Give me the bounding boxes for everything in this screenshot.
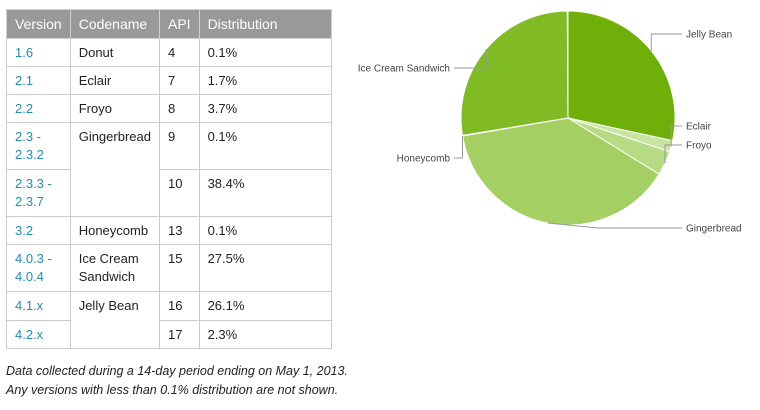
header-codename: Codename [69, 9, 160, 39]
distribution-cell: 27.5% [198, 244, 333, 292]
distribution-pie-chart: Jelly Bean Eclair Froyo Gingerbread Honeycom… [358, 10, 742, 235]
leader-line [454, 135, 463, 159]
version-link[interactable]: 2.2 [6, 94, 71, 123]
table-row: 2.3 - 2.3.2 Gingerbread 9 0.1% [6, 122, 333, 217]
version-link[interactable]: 4.0.3 - 4.0.4 [6, 244, 71, 292]
leader-line [664, 144, 682, 164]
slice-label: Jelly Bean [686, 30, 732, 41]
codename-cell: Honeycomb [69, 216, 160, 245]
codename-cell: Eclair [69, 66, 160, 95]
distribution-cell: 2.3% [198, 320, 333, 349]
pie-slice-donut [566, 10, 569, 119]
api-cell: 7 [158, 66, 200, 95]
table-row: 2.3.3 - 2.3.7 10 38.4% [6, 169, 333, 217]
leader-line [454, 49, 487, 69]
version-link[interactable]: 4.2.x [6, 320, 71, 349]
codename-cell: Donut [69, 38, 160, 67]
leader-line [650, 33, 682, 51]
distribution-cell: 0.1% [198, 38, 333, 67]
table-row: 3.2 Honeycomb 13 0.1% [6, 216, 333, 245]
footnote-line-2: Any versions with less than 0.1% distrib… [6, 383, 339, 397]
distribution-cell: 0.1% [198, 122, 333, 170]
api-cell: 10 [158, 169, 200, 217]
version-link[interactable]: 2.3.3 - 2.3.7 [6, 169, 71, 217]
api-cell: 4 [158, 38, 200, 67]
table-row: 2.2 Froyo 8 3.7% [6, 94, 333, 123]
version-link[interactable]: 2.1 [6, 66, 71, 95]
codename-cell: Froyo [69, 94, 160, 123]
slice-label: Ice Cream Sandwich [358, 64, 450, 75]
slice-label: Froyo [686, 141, 712, 152]
distribution-cell: 3.7% [198, 94, 333, 123]
footnote: Data collected during a 14-day period en… [6, 362, 348, 400]
slice-label: Gingerbread [686, 224, 742, 235]
distribution-table: Version Codename API Distribution 1.6 Do… [6, 9, 333, 349]
codename-cell: Jelly Bean [69, 291, 160, 349]
slice-label: Eclair [686, 122, 712, 133]
api-cell: 8 [158, 94, 200, 123]
distribution-cell: 1.7% [198, 66, 333, 95]
table-row: 4.0.3 - 4.0.4 Ice Cream Sandwich 15 27.5… [6, 244, 333, 292]
api-cell: 13 [158, 216, 200, 245]
distribution-cell: 38.4% [198, 169, 333, 217]
table-row: 1.6 Donut 4 0.1% [6, 38, 333, 67]
slice-label: Honeycomb [397, 154, 451, 165]
header-api: API [158, 9, 200, 39]
pie-slice-jelly-bean [567, 10, 676, 142]
api-cell: 17 [158, 320, 200, 349]
api-cell: 15 [158, 244, 200, 292]
api-cell: 16 [158, 291, 200, 321]
table-header-row: Version Codename API Distribution [6, 9, 333, 39]
pie-slice-ice-cream-sandwich [460, 10, 569, 136]
version-link[interactable]: 1.6 [6, 38, 71, 67]
table-row: 4.2.x 17 2.3% [6, 320, 333, 349]
api-cell: 9 [158, 122, 200, 170]
leader-line [670, 125, 682, 147]
version-link[interactable]: 4.1.x [6, 291, 71, 321]
distribution-cell: 0.1% [198, 216, 333, 245]
version-link[interactable]: 3.2 [6, 216, 71, 245]
distribution-cell: 26.1% [198, 291, 333, 321]
footnote-line-1: Data collected during a 14-day period en… [6, 364, 348, 378]
header-distribution: Distribution [198, 9, 333, 39]
table-row: 2.1 Eclair 7 1.7% [6, 66, 333, 95]
leader-line [547, 222, 682, 229]
header-version: Version [6, 9, 71, 39]
codename-cell: Gingerbread [69, 122, 160, 217]
version-link[interactable]: 2.3 - 2.3.2 [6, 122, 71, 170]
table-row: 4.1.x Jelly Bean 16 26.1% [6, 291, 333, 349]
codename-cell: Ice Cream Sandwich [69, 244, 160, 292]
